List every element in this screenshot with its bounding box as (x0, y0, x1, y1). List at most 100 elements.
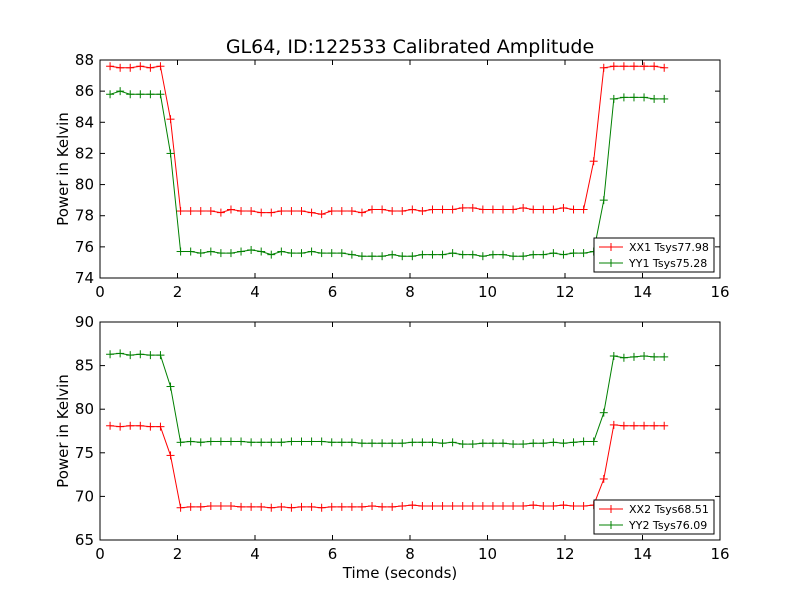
data-point (559, 439, 568, 448)
data-point (347, 502, 356, 511)
data-point (176, 247, 185, 256)
x-tick-label: 14 (633, 545, 652, 563)
data-point (468, 440, 477, 449)
data-point (539, 501, 548, 510)
chart-bottom: 0 2 4 6 8 10 12 14 16 65 70 75 80 85 90 Power in Kelvin… (54, 313, 730, 582)
x-tick-label: 0 (95, 283, 105, 301)
data-point (569, 249, 578, 258)
y-axis-label: Power in Kelvin (54, 374, 72, 488)
data-point (226, 205, 235, 214)
data-point (378, 502, 387, 511)
data-point (609, 94, 618, 103)
data-point (247, 245, 256, 254)
data-point (559, 203, 568, 212)
data-point (368, 501, 377, 510)
data-point (156, 90, 165, 99)
data-point (398, 501, 407, 510)
y-axis-label: Power in Kelvin (54, 112, 72, 226)
data-point (216, 249, 225, 258)
data-point (539, 205, 548, 214)
data-point (660, 352, 669, 361)
data-point (499, 439, 507, 448)
data-point (529, 439, 538, 448)
x-tick-label: 2 (173, 283, 183, 301)
x-tick-label: 6 (328, 283, 338, 301)
data-point (589, 437, 598, 446)
data-point (166, 115, 175, 124)
data-point (458, 250, 467, 259)
data-point (287, 207, 296, 216)
data-point (438, 205, 447, 214)
y-tick-label: 74 (75, 269, 94, 287)
legend-item: XX2 Tsys68.51 (599, 503, 709, 516)
data-point (307, 502, 316, 511)
data-point (368, 439, 377, 448)
data-point (287, 249, 296, 258)
data-point (126, 63, 135, 72)
x-tick-label: 6 (328, 545, 338, 563)
data-point (499, 501, 507, 510)
data-point (629, 352, 638, 361)
data-point (609, 420, 618, 429)
data-point (357, 439, 366, 448)
data-point (226, 437, 235, 446)
data-point (418, 250, 427, 259)
data-point (146, 63, 155, 72)
legend-item: YY1 Tsys75.28 (599, 257, 707, 270)
data-point (559, 250, 568, 259)
y-tick-label: 75 (75, 444, 94, 462)
x-tick-label: 8 (405, 545, 415, 563)
data-point (549, 205, 558, 214)
data-point (468, 501, 477, 510)
y-tick-label: 86 (75, 82, 94, 100)
figure-title: GL64, ID:122533 Calibrated Amplitude (226, 36, 594, 58)
data-point (438, 439, 447, 448)
data-point (629, 93, 638, 102)
data-point (257, 502, 266, 511)
data-point (408, 252, 417, 261)
data-point (216, 437, 225, 446)
data-point (267, 503, 276, 512)
data-point (156, 351, 165, 360)
data-point (599, 63, 608, 72)
data-point (549, 249, 558, 258)
data-point (388, 250, 397, 259)
data-point (660, 94, 669, 103)
x-tick-label: 4 (250, 545, 260, 563)
data-point (327, 249, 336, 258)
data-point (166, 382, 175, 391)
data-point (549, 438, 558, 447)
data-point (317, 249, 326, 258)
data-point (347, 250, 356, 259)
data-point (277, 502, 286, 511)
data-point (458, 203, 467, 212)
legend-label: XX1 Tsys77.98 (629, 241, 709, 254)
data-point (206, 437, 215, 446)
data-point (519, 501, 528, 510)
data-point (176, 503, 185, 512)
data-point (599, 408, 608, 417)
series-1 (106, 62, 669, 219)
data-point (428, 438, 437, 447)
data-point (257, 208, 266, 217)
data-point (327, 502, 336, 511)
data-point (368, 205, 377, 214)
y-tick-label: 80 (75, 176, 94, 194)
data-point (307, 437, 316, 446)
data-point (569, 438, 578, 447)
data-point (569, 205, 578, 214)
data-point (126, 421, 135, 430)
data-point (196, 502, 205, 511)
data-point (438, 250, 447, 259)
data-point (640, 421, 649, 430)
data-point (357, 252, 366, 261)
data-point (408, 438, 417, 447)
legend-item: XX1 Tsys77.98 (599, 241, 709, 254)
data-point (277, 247, 286, 256)
data-point (569, 501, 578, 510)
y-tick-label: 78 (75, 207, 94, 225)
data-point (237, 502, 246, 511)
data-point (640, 62, 649, 71)
data-point (156, 62, 165, 71)
data-point (317, 210, 326, 219)
